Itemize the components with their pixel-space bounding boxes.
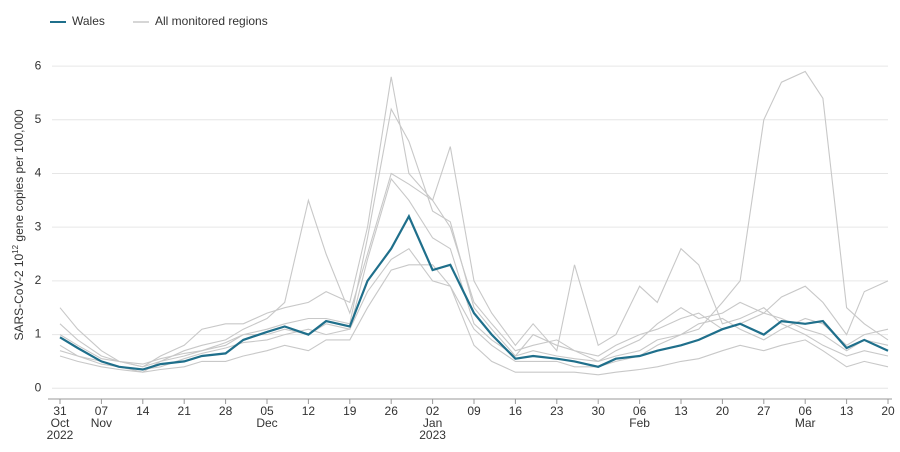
x-tick-label: 31 — [53, 404, 67, 418]
x-tick-label: Jan — [423, 416, 442, 430]
x-tick-label: 30 — [592, 404, 606, 418]
region-line — [59, 76, 889, 368]
y-title-part: gene copies per 100,000 — [12, 109, 26, 245]
x-tick-label: Dec — [256, 416, 277, 430]
y-tick-label: 0 — [35, 380, 42, 394]
x-tick-label: 06 — [633, 404, 647, 418]
region-line — [59, 107, 889, 365]
x-tick-label: 21 — [178, 404, 192, 418]
x-tick-label: 09 — [467, 404, 481, 418]
legend-label: All monitored regions — [155, 14, 268, 28]
y-tick-label: 1 — [35, 327, 42, 341]
region-line — [59, 70, 889, 373]
region-line — [59, 146, 889, 368]
y-tick-label: 2 — [35, 273, 42, 287]
x-tick-label: 07 — [95, 404, 109, 418]
y-axis-title: SARS-CoV-2 1012 gene copies per 100,000 — [11, 109, 26, 340]
x-tick-label: Nov — [91, 416, 112, 430]
region-line — [59, 177, 889, 371]
x-tick-label: 02 — [426, 404, 440, 418]
series-line — [59, 213, 889, 371]
y-title-sup: 12 — [11, 244, 20, 253]
x-tick-label: 16 — [509, 404, 523, 418]
x-tick-label: Oct — [51, 416, 70, 430]
x-tick-label: 13 — [840, 404, 854, 418]
x-tick-label: Mar — [795, 416, 816, 430]
x-tick-label: 2023 — [419, 428, 446, 442]
y-tick-label: 6 — [35, 58, 42, 72]
x-tick-label: 05 — [260, 404, 274, 418]
x-tick-label: Feb — [629, 416, 650, 430]
y-tick-label: 5 — [35, 112, 42, 126]
y-title-part: SARS-CoV-2 10 — [12, 254, 26, 341]
x-tick-label: 20 — [716, 404, 730, 418]
y-tick-label: 3 — [35, 219, 42, 233]
region-line — [59, 264, 889, 376]
x-tick-label: 19 — [343, 404, 357, 418]
x-tick-label: 23 — [550, 404, 564, 418]
x-tick-label: 20 — [881, 404, 895, 418]
x-tick-label: 06 — [799, 404, 813, 418]
x-tick-label: 26 — [385, 404, 399, 418]
x-tick-label: 12 — [302, 404, 316, 418]
x-tick-label: 28 — [219, 404, 233, 418]
x-tick-label: 27 — [757, 404, 771, 418]
x-tick-label: 2022 — [47, 428, 74, 442]
y-tick-label: 4 — [35, 166, 42, 180]
x-tick-label: 14 — [136, 404, 150, 418]
legend-label: Wales — [72, 14, 105, 28]
x-tick-label: 13 — [674, 404, 688, 418]
